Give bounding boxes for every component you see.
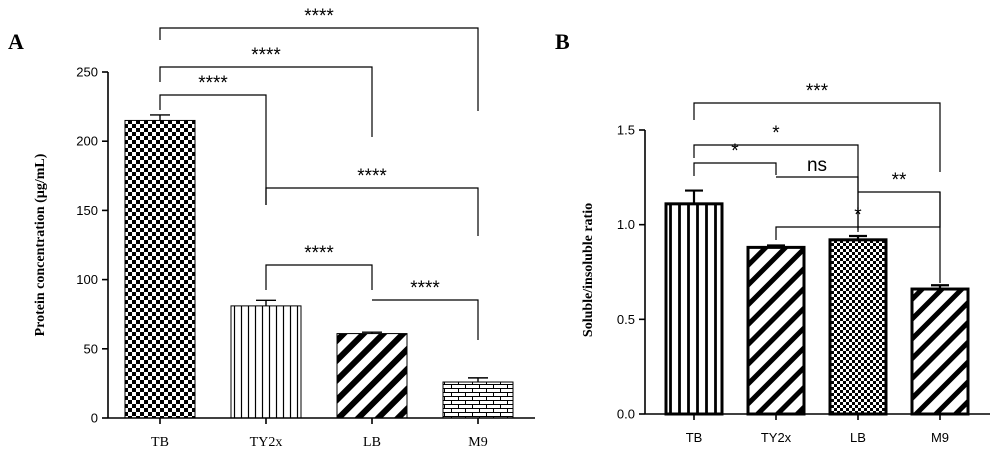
x-tick-label-lb: LB [850, 430, 866, 445]
y-tick-label: 0.5 [617, 312, 635, 327]
significance-bracket [265, 264, 373, 290]
y-axis-label-b: Soluble/insoluble ratio [581, 203, 596, 337]
significance-bracket [776, 176, 859, 230]
bar-lb [828, 238, 888, 416]
bar-lb [336, 333, 408, 419]
significance-label: *** [806, 81, 829, 102]
y-tick-label: 250 [76, 65, 98, 80]
significance-label: ns [807, 155, 827, 176]
y-tick-label: 1.0 [617, 217, 635, 232]
significance-label: * [854, 205, 862, 226]
significance-label: **** [410, 278, 440, 299]
x-tick-label-tb: TB [151, 435, 169, 450]
bar-tb [124, 119, 196, 419]
y-tick-label: 0.0 [617, 407, 635, 422]
significance-bracket [372, 299, 479, 340]
significance-bracket [693, 162, 777, 176]
y-tick-label: 100 [76, 272, 98, 287]
bar-tb [664, 202, 724, 416]
significance-label: **** [304, 243, 334, 264]
significance-bracket [858, 191, 941, 283]
y-tick-label: 150 [76, 203, 98, 218]
significance-bracket [159, 66, 373, 137]
significance-label: **** [304, 6, 334, 27]
panel-letter-b: B [555, 29, 570, 54]
significance-bracket [265, 187, 479, 236]
y-tick-label: 50 [84, 341, 98, 356]
y-tick-label: 1.5 [617, 123, 635, 138]
significance-label: **** [251, 45, 281, 66]
significance-label: **** [357, 166, 387, 187]
panel-b: B Soluble/insoluble ratio 0.0 0.5 1.0 1.5 T… [555, 29, 990, 445]
bar-m9 [910, 287, 970, 416]
y-tick-label: 0 [91, 411, 98, 426]
significance-label: * [731, 141, 739, 162]
y-axis-label-a: Protein concentration (µg/mL) [33, 153, 48, 336]
significance-bracket [693, 102, 941, 172]
x-tick-label-m9: M9 [468, 435, 487, 450]
bar-m9 [442, 381, 514, 419]
x-tick-label-m9: M9 [931, 430, 949, 445]
significance-label: ** [892, 170, 907, 191]
x-tick-label-ty2x: TY2x [250, 435, 283, 450]
x-tick-label-ty2x: TY2x [761, 430, 792, 445]
significance-label: * [772, 123, 780, 144]
significance-bracket [159, 94, 267, 205]
x-tick-label-tb: TB [686, 430, 703, 445]
panel-letter-a: A [8, 29, 24, 54]
bar-ty2x [746, 245, 806, 416]
panel-a: A Protein concentration (µg/mL) 0 50 100 15… [8, 6, 535, 450]
x-tick-label-lb: LB [363, 435, 381, 450]
bar-ty2x [230, 305, 302, 419]
y-tick-label: 200 [76, 134, 98, 149]
significance-label: **** [198, 73, 228, 94]
significance-bracket [159, 27, 479, 111]
